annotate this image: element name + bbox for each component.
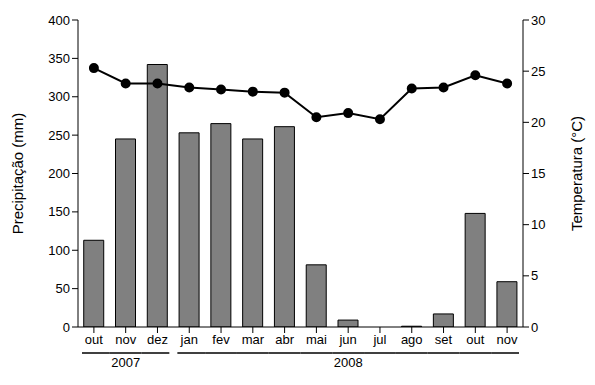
svg-text:mar: mar (242, 332, 265, 347)
svg-text:mai: mai (306, 332, 327, 347)
svg-text:0: 0 (63, 320, 70, 335)
svg-text:250: 250 (48, 128, 70, 143)
svg-text:nov: nov (497, 332, 518, 347)
svg-text:30: 30 (531, 13, 545, 28)
svg-text:300: 300 (48, 89, 70, 104)
svg-text:150: 150 (48, 204, 70, 219)
svg-text:200: 200 (48, 166, 70, 181)
svg-text:abr: abr (275, 332, 294, 347)
svg-text:0: 0 (531, 320, 538, 335)
svg-text:50: 50 (56, 281, 70, 296)
svg-text:100: 100 (48, 243, 70, 258)
svg-text:5: 5 (531, 268, 538, 283)
svg-text:20: 20 (531, 115, 545, 130)
svg-text:25: 25 (531, 64, 545, 79)
svg-text:out: out (466, 332, 484, 347)
svg-text:nov: nov (115, 332, 136, 347)
svg-text:fev: fev (212, 332, 230, 347)
svg-text:15: 15 (531, 166, 545, 181)
svg-text:jun: jun (338, 332, 356, 347)
svg-text:out: out (85, 332, 103, 347)
svg-text:jan: jan (180, 332, 198, 347)
svg-text:10: 10 (531, 217, 545, 232)
svg-text:Precipitação (mm): Precipitação (mm) (9, 113, 26, 235)
svg-text:2008: 2008 (334, 355, 363, 370)
svg-text:Temperatura (°C): Temperatura (°C) (568, 116, 585, 231)
svg-text:2007: 2007 (111, 355, 140, 370)
svg-text:jul: jul (372, 332, 386, 347)
svg-text:400: 400 (48, 13, 70, 28)
svg-text:set: set (435, 332, 453, 347)
svg-text:ago: ago (401, 332, 423, 347)
svg-text:350: 350 (48, 51, 70, 66)
svg-text:dez: dez (147, 332, 168, 347)
